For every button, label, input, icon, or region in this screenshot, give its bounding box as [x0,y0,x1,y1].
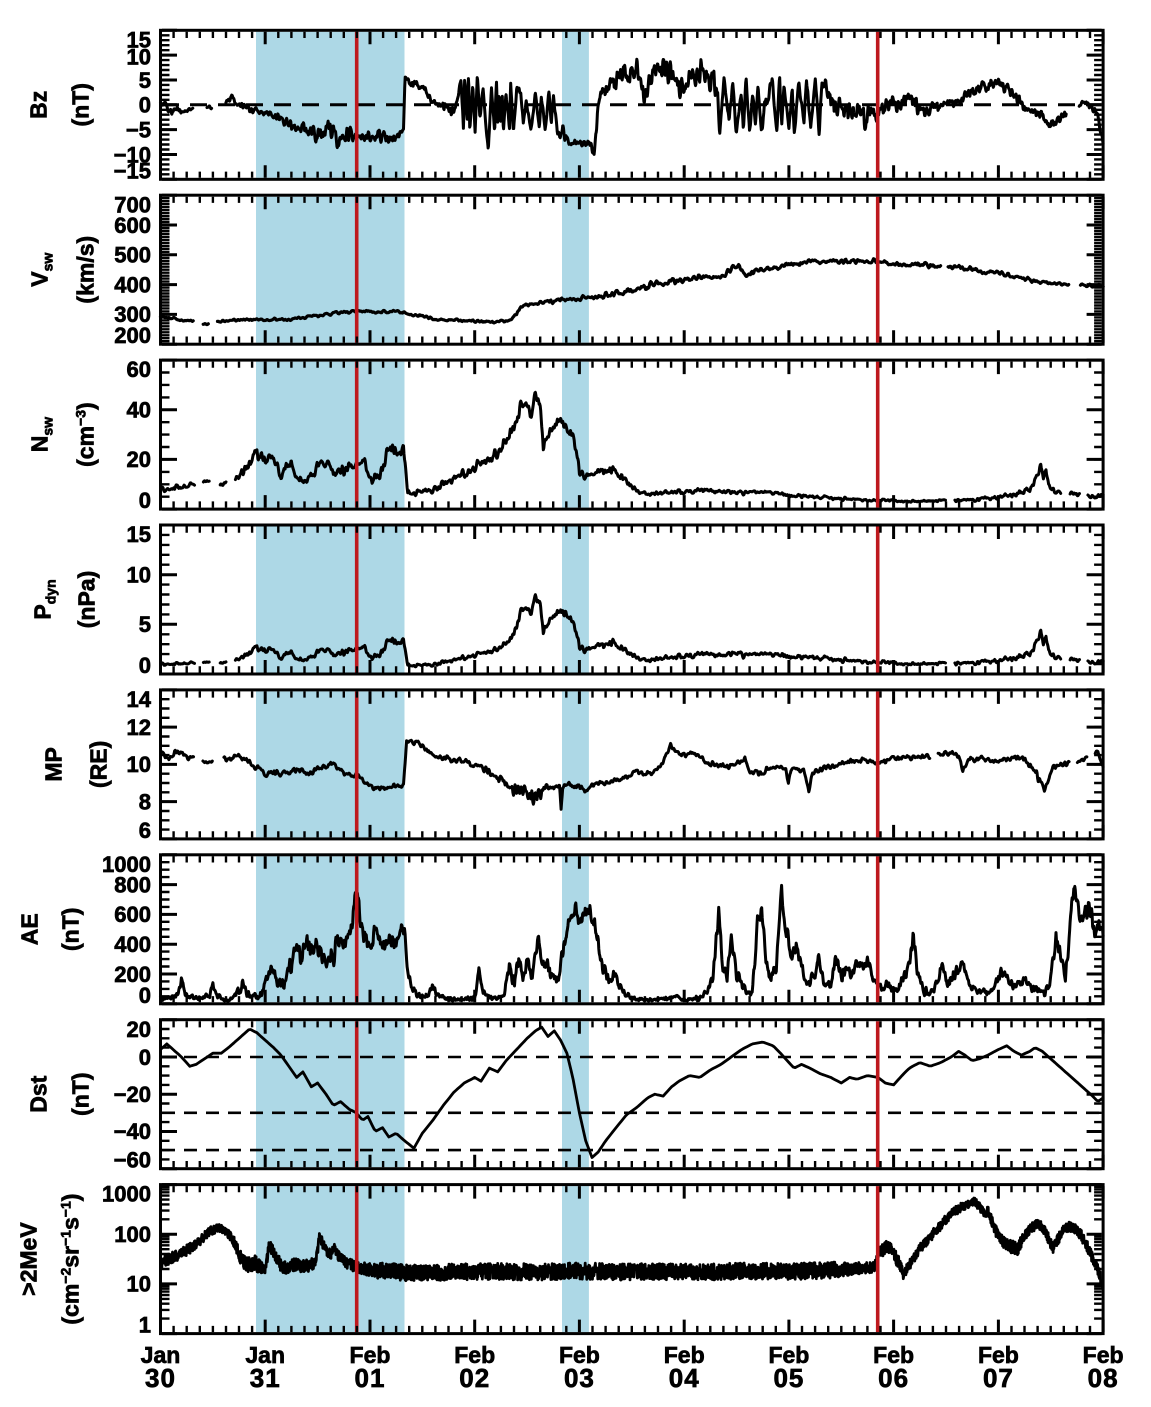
svg-text:MP: MP [41,747,67,782]
svg-text:−60: −60 [114,1148,151,1173]
svg-text:Feb: Feb [978,1342,1019,1368]
svg-text:6: 6 [139,818,151,843]
svg-text:06: 06 [878,1363,909,1393]
svg-text:15: 15 [127,522,151,547]
svg-text:(nPa): (nPa) [74,571,100,629]
svg-text:02: 02 [459,1363,490,1393]
svg-text:8: 8 [139,789,151,814]
svg-text:40: 40 [127,398,151,423]
svg-text:Feb: Feb [350,1342,391,1368]
svg-text:0: 0 [139,653,151,678]
svg-text:400: 400 [114,272,151,297]
svg-text:03: 03 [564,1363,595,1393]
svg-text:−15: −15 [114,158,151,183]
svg-text:Feb: Feb [664,1342,705,1368]
svg-text:500: 500 [114,243,151,268]
svg-text:300: 300 [114,302,151,327]
svg-text:05: 05 [773,1363,804,1393]
svg-text:AE: AE [17,913,43,945]
svg-text:Feb: Feb [454,1342,495,1368]
svg-text:10: 10 [127,1272,151,1297]
svg-text:0: 0 [139,983,151,1008]
svg-text:5: 5 [139,612,151,637]
svg-text:(nT): (nT) [68,83,94,126]
svg-text:0: 0 [139,488,151,513]
svg-text:−40: −40 [114,1119,151,1144]
svg-text:10: 10 [127,563,151,588]
svg-text:5: 5 [139,68,151,93]
svg-text:Feb: Feb [873,1342,914,1368]
svg-text:−5: −5 [126,117,151,142]
svg-text:Feb: Feb [1083,1342,1124,1368]
svg-text:08: 08 [1088,1363,1119,1393]
svg-text:200: 200 [114,323,151,348]
svg-text:100: 100 [114,1222,151,1247]
svg-text:Feb: Feb [768,1342,809,1368]
svg-text:400: 400 [114,932,151,957]
svg-text:800: 800 [114,872,151,897]
svg-text:(nT): (nT) [68,1072,94,1115]
svg-text:(nT): (nT) [58,908,84,951]
svg-text:1: 1 [139,1313,151,1338]
svg-text:01: 01 [355,1363,386,1393]
svg-text:600: 600 [114,213,151,238]
svg-text:1000: 1000 [102,852,151,877]
svg-text:(RE): (RE) [86,741,112,788]
svg-text:Jan: Jan [245,1342,285,1368]
svg-text:600: 600 [114,902,151,927]
svg-text:700: 700 [114,192,151,217]
svg-text:20: 20 [127,1017,151,1042]
svg-text:10: 10 [127,45,151,70]
svg-text:12: 12 [127,715,151,740]
svg-text:>2MeV: >2MeV [16,1222,42,1296]
svg-text:−20: −20 [114,1082,151,1107]
svg-text:15: 15 [127,27,151,52]
svg-text:30: 30 [145,1363,176,1393]
svg-text:200: 200 [114,962,151,987]
svg-text:10: 10 [127,752,151,777]
svg-text:Feb: Feb [559,1342,600,1368]
svg-text:60: 60 [127,357,151,382]
svg-text:0: 0 [139,93,151,118]
svg-text:Dst: Dst [26,1075,52,1112]
svg-text:04: 04 [669,1363,700,1393]
svg-text:(km/s): (km/s) [73,236,99,304]
svg-text:07: 07 [983,1363,1014,1393]
svg-text:Bz: Bz [26,91,52,119]
svg-text:14: 14 [127,687,152,712]
svg-text:20: 20 [127,447,151,472]
svg-text:Jan: Jan [141,1342,181,1368]
svg-text:31: 31 [250,1363,281,1393]
svg-text:0: 0 [139,1045,151,1070]
svg-text:−10: −10 [114,142,151,167]
svg-text:1000: 1000 [102,1182,151,1207]
